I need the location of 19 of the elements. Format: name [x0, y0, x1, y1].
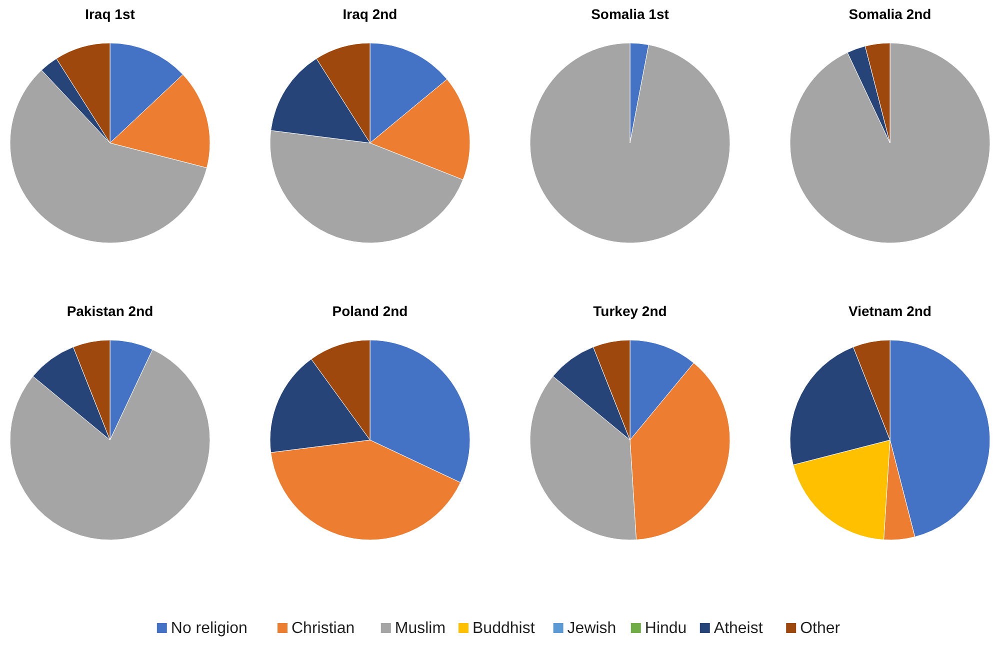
chart-title: Somalia 2nd: [848, 6, 932, 22]
chart-title: Turkey 2nd: [593, 303, 667, 319]
pie-slice: [790, 42, 990, 244]
pie-slice: [530, 42, 730, 244]
legend-label: Atheist: [714, 620, 764, 637]
legend-label: Jewish: [567, 620, 616, 637]
chart-title: Vietnam 2nd: [848, 303, 932, 319]
pie-slice: [847, 46, 890, 144]
legend-label: Christian: [292, 620, 355, 637]
chart-title: Poland 2nd: [332, 303, 408, 319]
legend-label: No religion: [170, 620, 248, 637]
legend-label: Hindu: [644, 620, 687, 637]
chart-title: Pakistan 2nd: [66, 303, 154, 319]
chart-title: Iraq 1st: [85, 6, 136, 22]
legend-label: Other: [800, 620, 841, 637]
legend-label: Buddhist: [472, 620, 536, 637]
chart-title: Iraq 2nd: [342, 6, 398, 22]
chart-title: Somalia 1st: [591, 6, 670, 22]
legend-label: Muslim: [394, 620, 446, 637]
